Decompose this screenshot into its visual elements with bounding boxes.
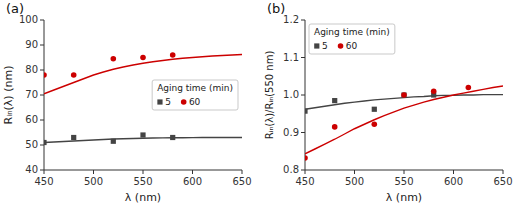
y-axis-label: Rᵢₙ(λ) (nm) <box>2 66 15 125</box>
x-tick <box>242 170 243 174</box>
y-tick <box>40 145 44 146</box>
y-tick-label: 80 <box>25 64 38 75</box>
data-point <box>372 107 377 112</box>
data-point <box>111 56 117 62</box>
legend-box <box>309 24 395 54</box>
y-tick <box>40 20 44 21</box>
y-tick-label: 1.0 <box>283 89 299 100</box>
x-tick <box>305 170 306 174</box>
y-tick <box>301 57 305 58</box>
data-point <box>170 52 176 58</box>
plot-area <box>44 52 242 145</box>
x-tick <box>404 170 405 174</box>
legend-item: 60 <box>338 41 358 51</box>
x-tick-label: 550 <box>133 176 152 187</box>
y-tick <box>301 132 305 133</box>
x-tick <box>453 170 454 174</box>
legend-marker <box>157 99 162 104</box>
legend-marker <box>314 43 319 48</box>
y-tick-label: 70 <box>25 89 38 100</box>
data-point <box>170 135 175 140</box>
legend-title: Aging time (min) <box>314 27 390 37</box>
y-tick <box>40 120 44 121</box>
legend-label: 5 <box>322 41 328 51</box>
plot-area <box>305 85 503 161</box>
data-point <box>401 92 407 98</box>
x-axis-label: λ (nm) <box>386 191 422 204</box>
panel: 450500550600650405060708090100λ (nm)Rᵢₙ(… <box>2 1 252 204</box>
y-tick <box>40 170 44 171</box>
data-point <box>372 121 378 127</box>
chart-canvas: 450500550600650405060708090100λ (nm)Rᵢₙ(… <box>0 0 519 210</box>
legend: Aging time (min) 5 60 <box>152 80 238 110</box>
legend-item: 60 <box>181 97 201 107</box>
x-tick <box>192 170 193 174</box>
legend-marker <box>181 99 187 105</box>
x-tick-label: 650 <box>493 176 512 187</box>
x-tick-label: 600 <box>444 176 463 187</box>
x-tick-label: 600 <box>183 176 202 187</box>
x-tick-label: 450 <box>34 176 53 187</box>
data-point <box>332 124 338 130</box>
x-axis-label: λ (nm) <box>125 191 161 204</box>
data-point <box>305 155 308 161</box>
y-tick <box>40 45 44 46</box>
x-tick <box>143 170 144 174</box>
y-axis-label: Rᵢₙ(λ)/Rᵢₙ(550 nm) <box>264 51 275 140</box>
y-tick-label: 40 <box>25 164 38 175</box>
fit-line <box>305 86 503 154</box>
data-point <box>466 85 472 91</box>
data-point <box>71 72 77 78</box>
x-tick <box>503 170 504 174</box>
y-tick-label: 90 <box>25 39 38 50</box>
data-point <box>140 55 146 61</box>
panel-title: (a) <box>6 1 24 16</box>
fit-line <box>44 55 242 94</box>
data-point <box>140 132 145 137</box>
data-point <box>431 88 437 94</box>
legend-title: Aging time (min) <box>157 83 233 93</box>
legend-box <box>152 80 238 110</box>
y-tick-label: 1.1 <box>283 52 299 63</box>
data-point <box>71 135 76 140</box>
y-tick <box>301 20 305 21</box>
legend-item: 5 <box>157 97 171 107</box>
x-tick-label: 500 <box>84 176 103 187</box>
data-point <box>44 72 47 78</box>
y-tick-label: 0.9 <box>283 127 299 138</box>
data-point <box>44 140 47 145</box>
legend-label: 60 <box>189 97 201 107</box>
panel: 450 500 550 600 650 0.8 0.9 1.0 1.1 1.2 λ (nm) Rᵢₙ(… <box>264 1 513 204</box>
legend-item: 5 <box>314 41 328 51</box>
y-tick <box>301 170 305 171</box>
y-tick-label: 1.2 <box>283 14 299 25</box>
x-tick-label: 650 <box>232 176 251 187</box>
data-point <box>305 109 308 114</box>
legend-marker <box>338 43 344 49</box>
x-tick-label: 550 <box>394 176 413 187</box>
x-tick-label: 500 <box>345 176 364 187</box>
y-tick <box>301 95 305 96</box>
legend-label: 60 <box>346 41 358 51</box>
y-tick-label: 60 <box>25 114 38 125</box>
legend: Aging time (min) 5 60 <box>309 24 395 54</box>
x-tick <box>93 170 94 174</box>
y-tick-label: 50 <box>25 139 38 150</box>
legend-label: 5 <box>165 97 171 107</box>
y-tick <box>40 95 44 96</box>
data-point <box>401 92 406 97</box>
y-tick <box>40 70 44 71</box>
panel-title: (b) <box>267 1 285 16</box>
x-tick <box>354 170 355 174</box>
data-point <box>111 139 116 144</box>
x-tick <box>44 170 45 174</box>
data-point <box>332 98 337 103</box>
x-tick-label: 450 <box>295 176 314 187</box>
y-tick-label: 0.8 <box>283 164 299 175</box>
